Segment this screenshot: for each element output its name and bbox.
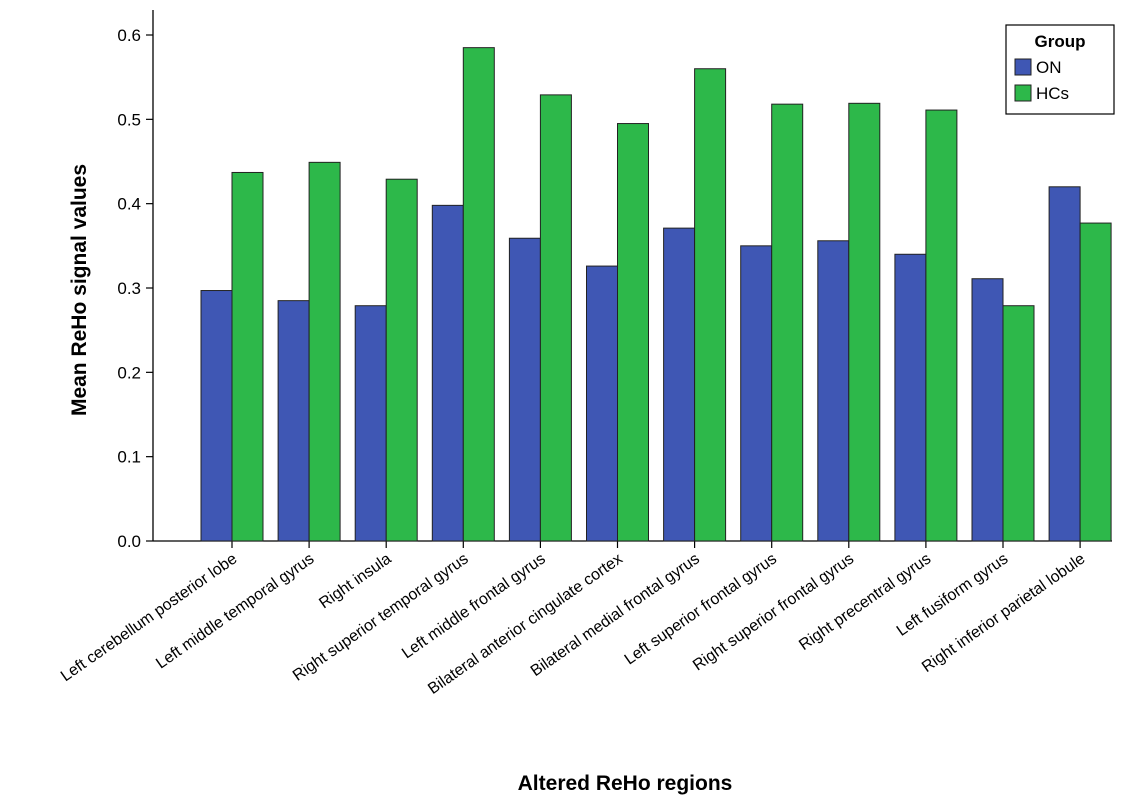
bar-hcs-10 xyxy=(925,109,958,542)
y-tick-label: 0.5 xyxy=(117,110,141,129)
bar-on-2 xyxy=(277,300,310,542)
y-tick-label: 0.0 xyxy=(117,532,141,551)
bar-hcs-1 xyxy=(231,171,264,542)
bars xyxy=(200,47,1112,542)
legend-title: Group xyxy=(1035,32,1086,51)
bar-on-12 xyxy=(1048,186,1081,542)
y-axis-title: Mean ReHo signal values xyxy=(68,164,91,416)
legend-label-hcs: HCs xyxy=(1036,84,1069,103)
bar-on-9 xyxy=(817,240,850,542)
bar-on-4 xyxy=(431,204,464,542)
bar-on-8 xyxy=(740,245,773,542)
bar-on-5 xyxy=(508,237,541,542)
bar-hcs-6 xyxy=(617,123,649,542)
x-tick-label: Right superior frontal gyrus xyxy=(690,550,857,674)
y-tick-label: 0.2 xyxy=(117,363,141,382)
bar-on-6 xyxy=(586,265,618,542)
bar-on-1 xyxy=(200,290,233,542)
bar-on-11 xyxy=(971,278,1004,542)
legend-label-on: ON xyxy=(1036,58,1062,77)
bar-on-3 xyxy=(354,305,387,542)
x-tick-label: Left middle temporal gyrus xyxy=(153,550,317,672)
bar-hcs-3 xyxy=(385,178,418,542)
bar-hcs-11 xyxy=(1002,305,1035,542)
bar-hcs-2 xyxy=(308,161,341,542)
x-axis-title: Altered ReHo regions xyxy=(518,772,733,795)
bar-hcs-7 xyxy=(694,68,727,542)
y-tick-label: 0.4 xyxy=(117,195,141,214)
bar-hcs-4 xyxy=(462,47,495,542)
bar-hcs-8 xyxy=(771,103,804,542)
y-tick-label: 0.6 xyxy=(117,26,141,45)
bar-on-7 xyxy=(663,227,696,542)
x-tick-label: Right precentral gyrus xyxy=(796,550,934,654)
legend-swatch-on xyxy=(1014,58,1032,76)
legend: Group ON HCs xyxy=(1005,24,1115,115)
y-tick-label: 0.3 xyxy=(117,279,141,298)
x-tick-label: Left middle frontal gyrus xyxy=(399,550,549,662)
bar-hcs-9 xyxy=(848,102,881,542)
x-tick-label: Right insula xyxy=(316,550,394,612)
bar-hcs-5 xyxy=(539,94,572,542)
legend-swatch-hcs xyxy=(1014,84,1032,102)
y-tick-label: 0.1 xyxy=(117,448,141,467)
bar-hcs-12 xyxy=(1079,222,1112,542)
bar-on-10 xyxy=(894,253,927,542)
x-tick-label: Left superior frontal gyrus xyxy=(622,550,780,668)
